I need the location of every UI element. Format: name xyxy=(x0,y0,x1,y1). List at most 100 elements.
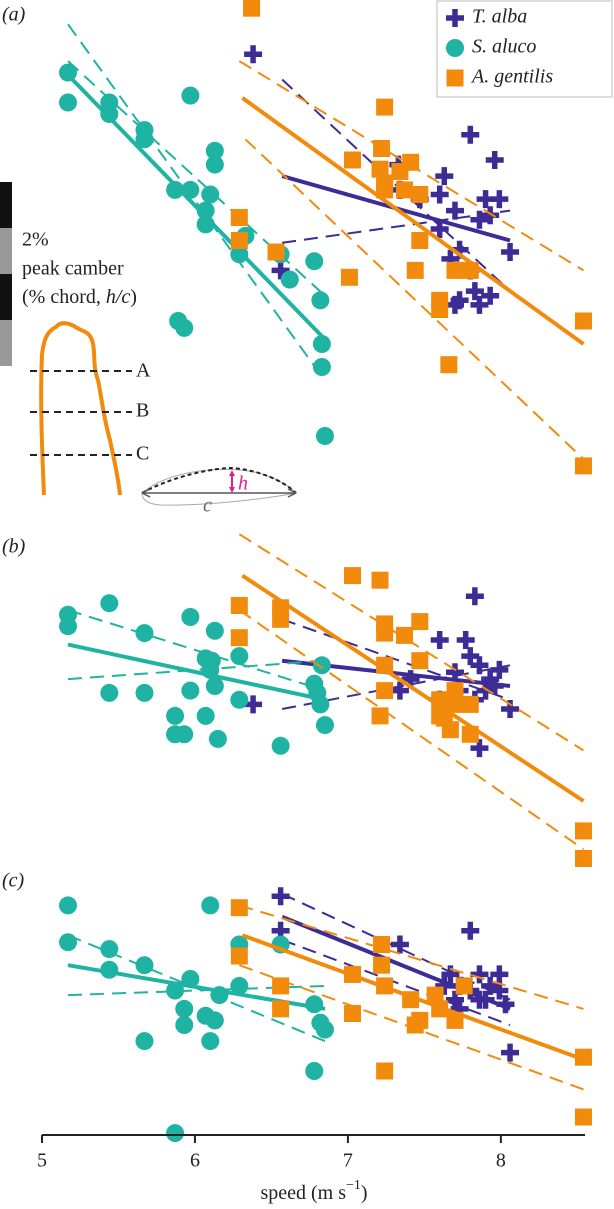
point xyxy=(312,656,331,675)
scale-bar-units-b: h/c xyxy=(106,286,131,308)
point xyxy=(376,656,394,674)
point xyxy=(411,613,429,631)
legend-marker xyxy=(446,39,464,57)
point xyxy=(196,201,215,220)
point xyxy=(205,155,224,174)
point xyxy=(344,965,362,983)
point xyxy=(470,739,489,758)
point xyxy=(135,130,154,149)
point xyxy=(402,991,420,1009)
point xyxy=(230,947,248,965)
legend-marker xyxy=(446,69,464,87)
point xyxy=(175,725,194,744)
section-label: A xyxy=(136,360,151,382)
ci-line xyxy=(239,904,584,1010)
wing-outline xyxy=(39,321,122,496)
airfoil xyxy=(141,468,298,506)
point xyxy=(135,956,154,975)
point xyxy=(230,597,248,614)
point xyxy=(166,981,185,1000)
point xyxy=(230,690,249,709)
point xyxy=(201,185,220,204)
scale-bar-units: (% chord, h/c) xyxy=(22,286,137,308)
point xyxy=(100,940,119,959)
point xyxy=(485,151,504,169)
point xyxy=(431,707,449,725)
point xyxy=(205,1011,224,1030)
point xyxy=(272,610,290,628)
point xyxy=(371,571,389,589)
legend-label: T. alba xyxy=(472,6,527,28)
point xyxy=(490,965,509,984)
point xyxy=(59,63,78,82)
x-axis-label-exp: −1 xyxy=(346,1178,361,1193)
point xyxy=(196,215,215,234)
point xyxy=(431,691,449,709)
point xyxy=(445,663,464,682)
scale-bar-segment xyxy=(0,228,12,274)
point xyxy=(201,896,220,915)
point xyxy=(461,125,480,144)
point xyxy=(311,291,330,310)
point xyxy=(574,457,592,475)
ci-line xyxy=(244,138,585,460)
point xyxy=(470,990,489,1009)
point xyxy=(135,624,154,643)
point xyxy=(496,995,515,1014)
point xyxy=(312,358,331,376)
point xyxy=(376,1062,394,1080)
point xyxy=(100,960,119,979)
ci-line xyxy=(282,209,511,244)
point xyxy=(166,706,185,725)
point xyxy=(344,567,362,585)
point xyxy=(305,995,324,1014)
point xyxy=(470,965,489,984)
point xyxy=(501,243,520,261)
point xyxy=(205,621,224,640)
scale-bar-segment xyxy=(0,274,12,320)
point xyxy=(371,707,389,725)
point xyxy=(315,716,334,735)
ci-line xyxy=(67,23,326,382)
point xyxy=(465,282,484,301)
point xyxy=(455,977,473,995)
x-tick-label: 6 xyxy=(190,1150,200,1172)
point xyxy=(100,105,119,123)
scale-bar-segment xyxy=(0,182,12,228)
point xyxy=(490,190,509,209)
point xyxy=(431,1000,449,1018)
point xyxy=(435,976,454,995)
point xyxy=(461,261,479,279)
ci-line xyxy=(281,938,511,1026)
point xyxy=(411,652,429,670)
chord-arrows xyxy=(141,488,297,498)
point xyxy=(181,681,200,700)
fit-line xyxy=(241,96,585,346)
point xyxy=(271,736,290,755)
x-axis-label-end: ) xyxy=(361,1182,368,1204)
point xyxy=(230,629,248,647)
panel-label: (c) xyxy=(2,870,25,892)
point xyxy=(305,252,324,271)
point xyxy=(100,683,119,702)
legend-marker xyxy=(446,9,464,27)
point xyxy=(230,976,249,995)
point xyxy=(202,651,221,670)
point xyxy=(205,141,224,160)
point xyxy=(59,896,78,915)
point xyxy=(461,695,479,713)
point xyxy=(305,1062,324,1080)
point xyxy=(135,1032,154,1051)
point xyxy=(272,977,290,995)
point xyxy=(411,232,429,249)
point xyxy=(465,587,484,606)
point xyxy=(59,933,78,952)
x-tick-label: 8 xyxy=(496,1150,506,1172)
point xyxy=(59,93,78,112)
point xyxy=(196,706,215,725)
point xyxy=(574,1048,592,1066)
point xyxy=(501,1043,520,1062)
point xyxy=(175,999,194,1018)
camber-c-label: c xyxy=(203,495,212,517)
